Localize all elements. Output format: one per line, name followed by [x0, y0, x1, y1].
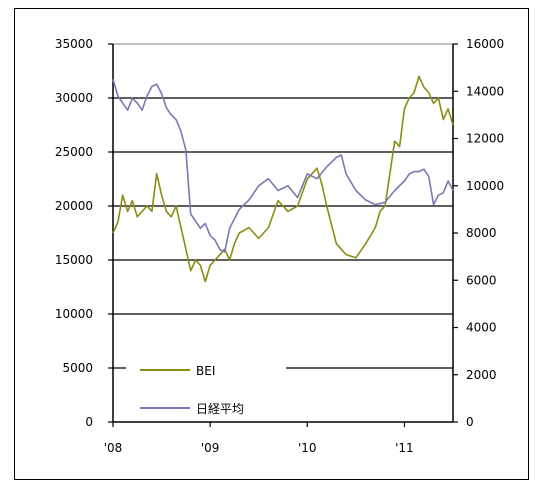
left-axis-tick-labels: 0 5000 10000 15000 20000 25000 30000 35000 [55, 37, 93, 429]
left-tick-label: 30000 [55, 91, 93, 105]
legend-background [126, 356, 286, 420]
x-tick-label: '11 [395, 441, 414, 455]
left-tick-label: 5000 [62, 361, 93, 375]
left-tick-label: 0 [85, 415, 93, 429]
left-tick-label: 35000 [55, 37, 93, 51]
series-line-nikkei [112, 79, 454, 253]
x-axis-tick-labels: '08 '09 '10 '11 [104, 441, 414, 455]
legend-label-nikkei: 日経平均 [196, 402, 244, 416]
right-tick-label: 14000 [466, 84, 504, 98]
series-line-bei [112, 75, 454, 283]
left-tick-label: 20000 [55, 199, 93, 213]
legend-label-bei: BEI [196, 364, 215, 378]
right-tick-label: 12000 [466, 132, 504, 146]
right-tick-label: 8000 [466, 226, 497, 240]
right-tick-label: 0 [466, 415, 474, 429]
series-lines [112, 75, 454, 283]
right-tick-label: 6000 [466, 273, 497, 287]
x-tick-label: '09 [201, 441, 220, 455]
right-tick-label: 4000 [466, 321, 497, 335]
legend: BEI 日経平均 [126, 356, 286, 420]
x-tick-label: '08 [104, 441, 123, 455]
x-tick-label: '10 [298, 441, 317, 455]
right-tick-label: 10000 [466, 179, 504, 193]
left-tick-label: 25000 [55, 145, 93, 159]
right-tick-label: 2000 [466, 368, 497, 382]
right-tick-label: 16000 [466, 37, 504, 51]
left-tick-label: 10000 [55, 307, 93, 321]
left-tick-label: 15000 [55, 253, 93, 267]
right-axis-tick-labels: 0 2000 4000 6000 8000 10000 12000 14000 16000 [466, 37, 504, 429]
